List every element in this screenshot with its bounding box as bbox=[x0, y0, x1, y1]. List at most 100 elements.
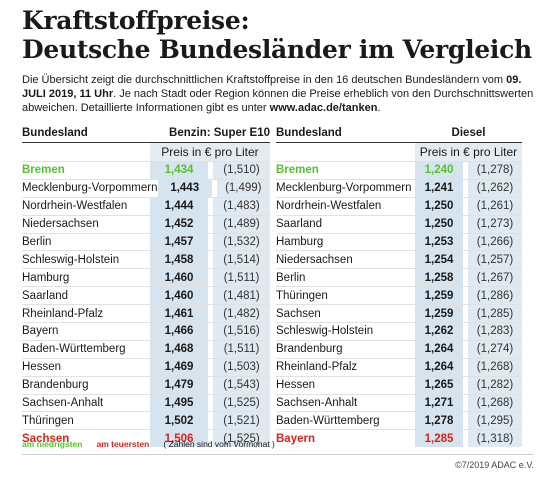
price-value: 1,278 bbox=[415, 412, 463, 430]
benzin-row: Baden-Württemberg 1,468 (1,511) bbox=[22, 339, 270, 358]
benzin-table: Bundesland Benzin: Super E10 Preis in € … bbox=[22, 124, 271, 448]
state-name: Niedersachsen bbox=[276, 253, 353, 266]
price-value: 1,506 bbox=[150, 430, 208, 448]
price-value: 1,461 bbox=[150, 305, 208, 323]
state-name: Berlin bbox=[22, 236, 52, 248]
previous-month-value: (1,516) bbox=[213, 323, 270, 340]
benzin-row: Niedersachsen 1,452 (1,489) bbox=[22, 214, 270, 233]
state-name: Bremen bbox=[276, 164, 319, 177]
previous-month-value: (1,267) bbox=[468, 269, 522, 287]
previous-month-value: (1,278) bbox=[468, 162, 522, 179]
previous-month-value: (1,503) bbox=[213, 358, 270, 376]
benzin-unit-row: Preis in € pro Liter bbox=[22, 143, 270, 161]
legend-low: am niedrigsten bbox=[22, 439, 83, 449]
diesel-row: Hessen 1,265 (1,282) bbox=[276, 375, 522, 394]
state-name: Brandenburg bbox=[276, 343, 343, 356]
state-name: Berlin bbox=[276, 271, 306, 284]
previous-month-value: (1,282) bbox=[468, 376, 522, 394]
benzin-col-fuel: Benzin: Super E10 bbox=[169, 127, 270, 139]
price-value: 1,259 bbox=[415, 287, 463, 305]
diesel-row: Bayern 1,285 (1,318) bbox=[276, 429, 522, 448]
previous-month-value: (1,511) bbox=[213, 269, 270, 287]
benzin-row: Nordrhein-Westfalen 1,444 (1,483) bbox=[22, 196, 270, 215]
price-value: 1,285 bbox=[415, 430, 463, 448]
price-value: 1,443 bbox=[157, 179, 212, 197]
diesel-row: Niedersachsen 1,254 (1,257) bbox=[276, 250, 522, 269]
previous-month-value: (1,268) bbox=[468, 394, 522, 412]
diesel-table-header: Bundesland Diesel bbox=[276, 124, 522, 143]
intro-part-2: . Je nach Stadt oder Region können die P… bbox=[22, 88, 534, 114]
state-name: Sachsen bbox=[22, 432, 70, 445]
diesel-unit: Preis in € pro Liter bbox=[415, 143, 522, 161]
previous-month-value: (1,543) bbox=[213, 376, 270, 394]
benzin-row: Bremen 1,434 (1,510) bbox=[22, 161, 270, 179]
price-value: 1,502 bbox=[150, 412, 208, 430]
previous-month-value: (1,499) bbox=[216, 179, 271, 197]
page-title: Kraftstoffpreise: Deutsche Bundesländer … bbox=[22, 6, 532, 64]
benzin-row: Hessen 1,469 (1,503) bbox=[22, 357, 270, 376]
state-name: Sachsen-Anhalt bbox=[22, 397, 104, 410]
state-name: Mecklenburg-Vorpommern bbox=[276, 182, 412, 195]
diesel-table: Bundesland Diesel Preis in € pro Liter B… bbox=[276, 124, 522, 448]
price-value: 1,241 bbox=[415, 179, 463, 197]
price-value: 1,240 bbox=[415, 162, 463, 179]
previous-month-value: (1,521) bbox=[213, 412, 270, 430]
previous-month-value: (1,257) bbox=[468, 251, 522, 269]
price-value: 1,258 bbox=[415, 269, 463, 287]
price-value: 1,468 bbox=[150, 340, 208, 358]
state-name: Bremen bbox=[22, 164, 65, 177]
previous-month-value: (1,295) bbox=[468, 412, 522, 430]
intro-part-3: . bbox=[377, 102, 381, 114]
state-name: Saarland bbox=[22, 289, 69, 302]
intro-part-1: Die Übersicht zeigt die durchschnittlich… bbox=[22, 74, 507, 86]
state-name: Thüringen bbox=[276, 289, 328, 302]
state-name: Hamburg bbox=[276, 236, 324, 248]
state-name: Sachsen bbox=[276, 307, 321, 320]
state-name: Saarland bbox=[276, 218, 323, 231]
diesel-row: Saarland 1,250 (1,273) bbox=[276, 214, 522, 233]
diesel-row: Mecklenburg-Vorpommern 1,241 (1,262) bbox=[276, 178, 522, 197]
price-value: 1,259 bbox=[415, 305, 463, 323]
price-value: 1,271 bbox=[415, 394, 463, 412]
title-line-1: Kraftstoffpreise: bbox=[22, 6, 250, 35]
diesel-row: Rheinland-Pfalz 1,264 (1,268) bbox=[276, 357, 522, 376]
benzin-col-state: Bundesland bbox=[22, 127, 88, 139]
previous-month-value: (1,283) bbox=[468, 323, 522, 340]
state-name: Baden-Württemberg bbox=[22, 343, 126, 356]
state-name: Hamburg bbox=[22, 271, 70, 284]
state-name: Bayern bbox=[276, 432, 315, 445]
price-value: 1,452 bbox=[150, 215, 208, 233]
previous-month-value: (1,266) bbox=[468, 233, 522, 251]
previous-month-value: (1,318) bbox=[468, 430, 522, 448]
copyright: ©7/2019 ADAC e.V. bbox=[455, 460, 534, 470]
price-value: 1,250 bbox=[415, 197, 463, 215]
benzin-row: Sachsen 1,506 (1,525) bbox=[22, 429, 270, 448]
price-value: 1,254 bbox=[415, 251, 463, 269]
price-value: 1,466 bbox=[150, 323, 208, 340]
state-name: Brandenburg bbox=[22, 379, 89, 392]
diesel-row: Berlin 1,258 (1,267) bbox=[276, 268, 522, 287]
legend: am niedrigsten am teuersten ( Zahlen sin… bbox=[22, 439, 275, 449]
state-name: Baden-Württemberg bbox=[276, 414, 380, 427]
price-value: 1,253 bbox=[415, 233, 463, 251]
previous-month-value: (1,510) bbox=[213, 162, 270, 179]
price-value: 1,250 bbox=[415, 215, 463, 233]
price-value: 1,444 bbox=[150, 197, 208, 215]
previous-month-value: (1,525) bbox=[213, 430, 270, 448]
intro-date: 09. JULI 2019, 11 Uhr bbox=[22, 74, 522, 100]
benzin-row: Mecklenburg-Vorpommern 1,443 (1,499) bbox=[22, 178, 271, 197]
price-value: 1,457 bbox=[150, 233, 208, 251]
previous-month-value: (1,481) bbox=[213, 287, 270, 305]
intro-text: Die Übersicht zeigt die durchschnittlich… bbox=[22, 73, 537, 115]
previous-month-value: (1,274) bbox=[468, 340, 522, 358]
diesel-row: Thüringen 1,259 (1,286) bbox=[276, 286, 522, 305]
state-name: Rheinland-Pfalz bbox=[22, 307, 104, 320]
benzin-row: Schleswig-Holstein 1,458 (1,514) bbox=[22, 250, 270, 269]
previous-month-value: (1,489) bbox=[213, 215, 270, 233]
state-name: Hessen bbox=[22, 361, 61, 374]
benzin-row: Brandenburg 1,479 (1,543) bbox=[22, 375, 270, 394]
previous-month-value: (1,286) bbox=[468, 287, 522, 305]
state-name: Sachsen-Anhalt bbox=[276, 397, 358, 410]
state-name: Mecklenburg-Vorpommern bbox=[22, 182, 158, 195]
price-value: 1,479 bbox=[150, 376, 208, 394]
